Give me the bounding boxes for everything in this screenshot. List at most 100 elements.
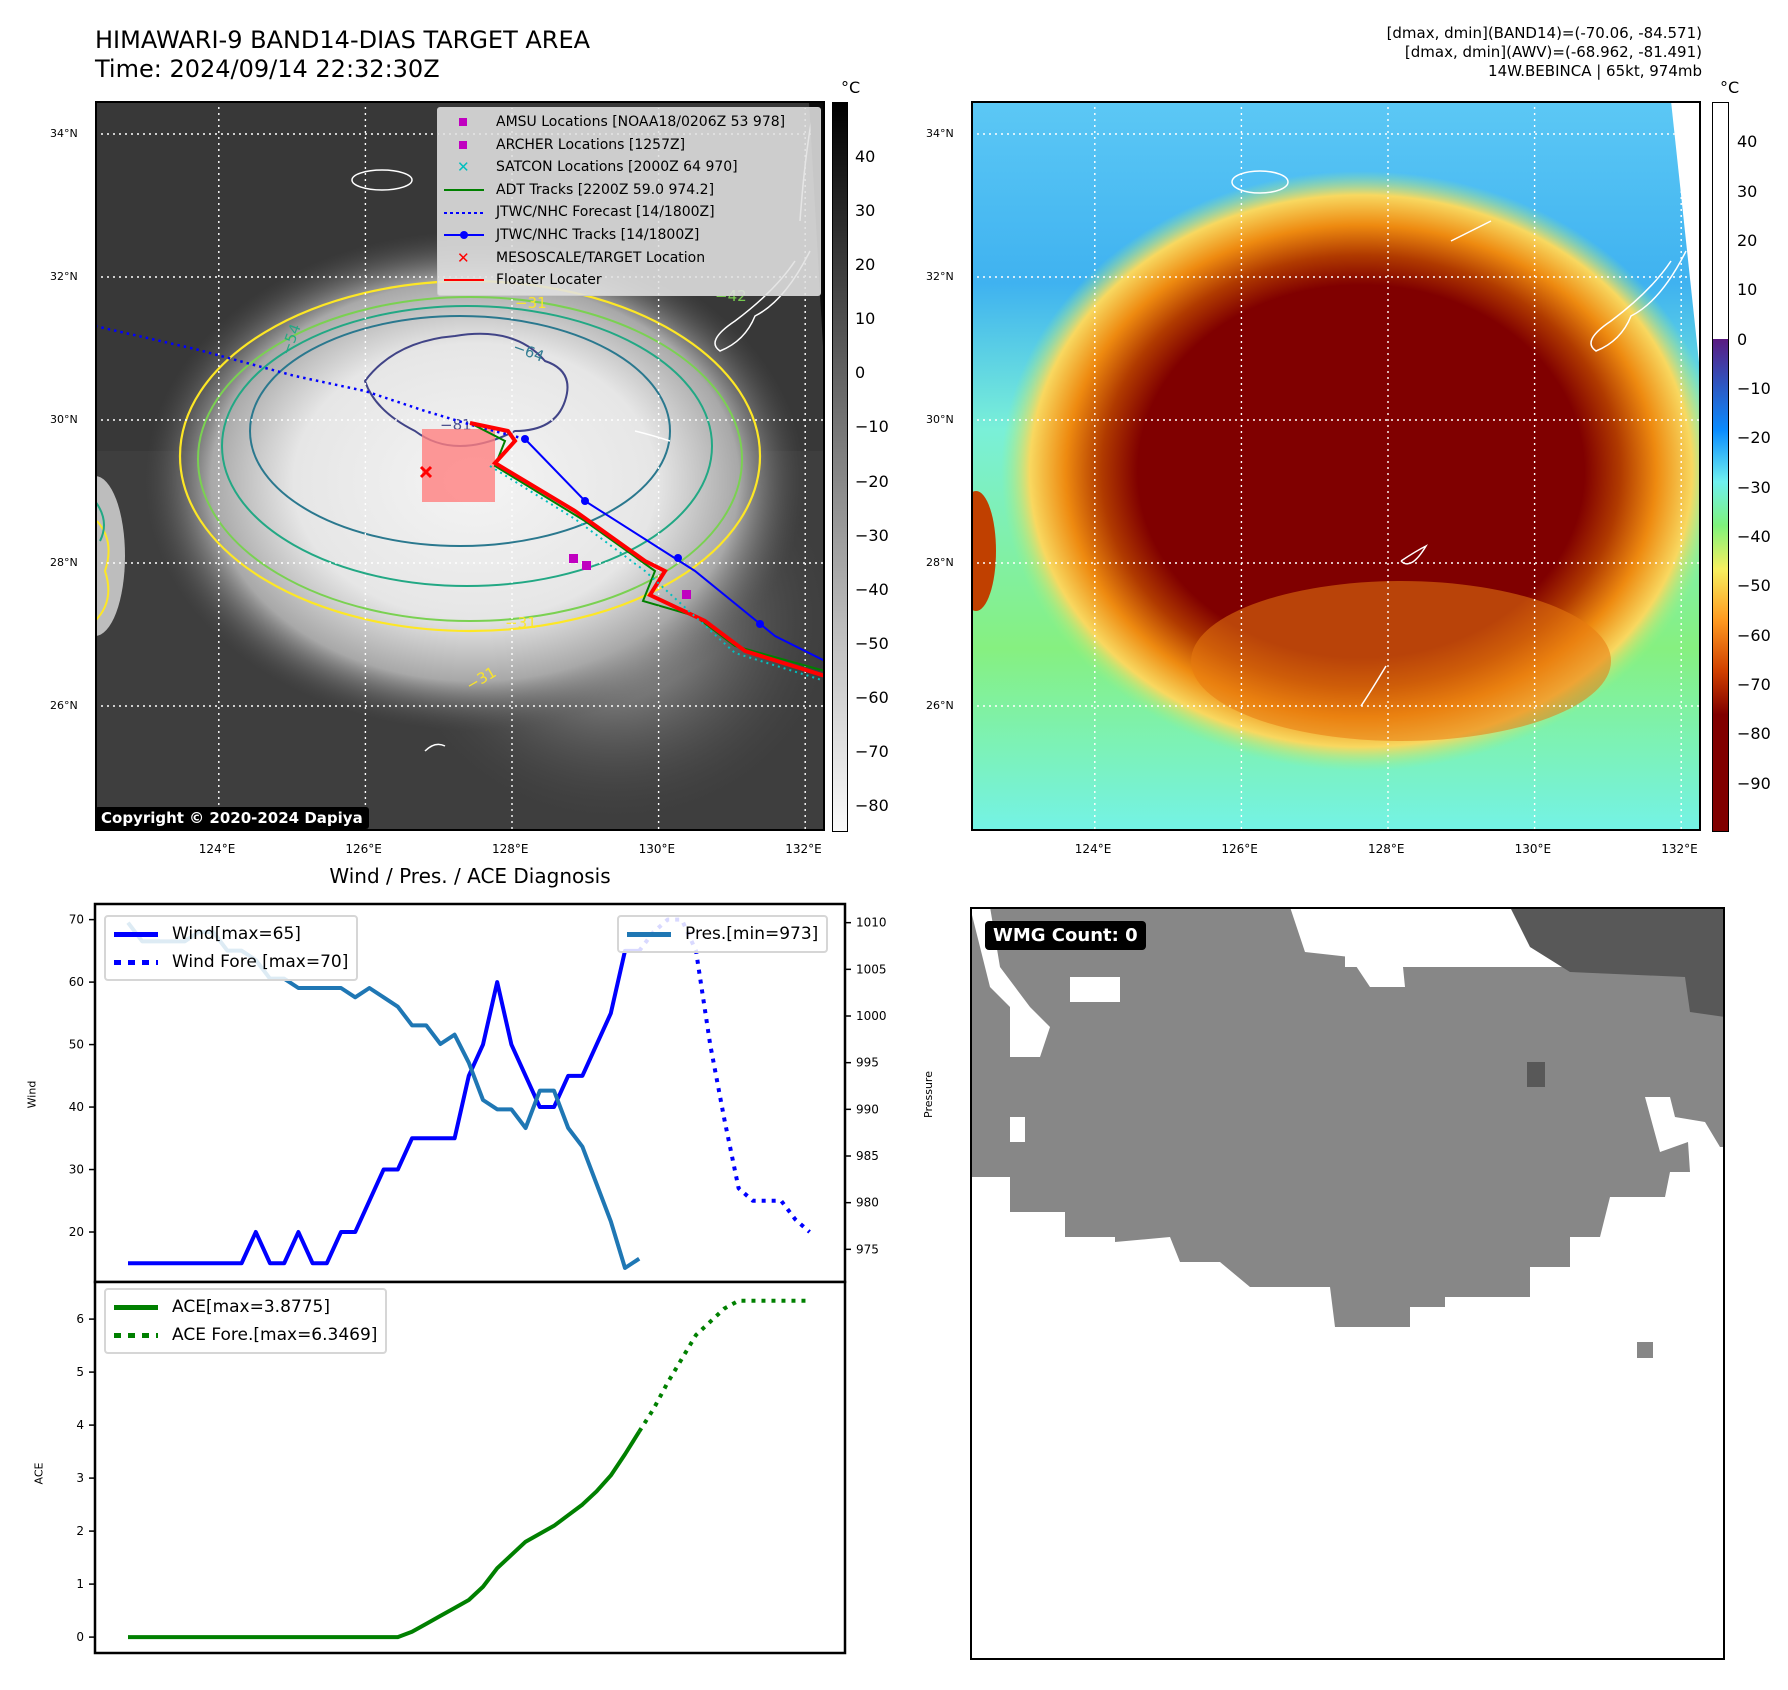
pressure-legend: Pres.[min=973] <box>617 915 829 953</box>
colorbar-unit: °C <box>1720 78 1740 97</box>
x-marker-icon: ✕ <box>457 158 470 177</box>
legend-label: JTWC/NHC Tracks [14/1800Z] <box>496 226 700 243</box>
y2-tick-label: 1000 <box>856 1009 887 1023</box>
legend-item: ✕ SATCON Locations [2000Z 64 970] <box>444 156 814 179</box>
legend-item: Floater Locater <box>444 269 814 292</box>
map-legend: AMSU Locations [NOAA18/0206Z 53 978] ARCH… <box>437 107 821 296</box>
y2-tick-label: 980 <box>856 1196 879 1210</box>
wind-legend: Wind[max=65] Wind Fore [max=70] <box>104 915 359 981</box>
wind-fore-legend-label: Wind Fore [max=70] <box>172 952 349 972</box>
ace-legend-label: ACE[max=3.8775] <box>172 1297 330 1317</box>
colorbar-tick-label: −70 <box>855 741 889 761</box>
lat-tick-label: 32°N <box>50 270 78 283</box>
colorbar-tick-label: 40 <box>855 147 876 167</box>
satcon-locations <box>489 465 825 682</box>
wind-axis-label: Wind <box>25 1080 39 1109</box>
lon-tick-label: 128°E <box>1368 842 1405 856</box>
legend-item: JTWC/NHC Forecast [14/1800Z] <box>444 201 814 224</box>
contour-label: −31 <box>515 294 547 312</box>
pressure-legend-label: Pres.[min=973] <box>685 924 819 944</box>
ace-fore-legend-label: ACE Fore.[max=6.3469] <box>172 1325 378 1345</box>
colorbar-tick-label: −60 <box>855 687 889 707</box>
contour-minus42 <box>197 296 743 622</box>
y-tick-label: 20 <box>69 1225 84 1239</box>
legend-label: ADT Tracks [2200Z 59.0 974.2] <box>496 181 715 198</box>
line-dot-marker-icon <box>444 228 484 242</box>
colorbar-tick-label: −40 <box>855 579 889 599</box>
y2-tick-label: 975 <box>856 1242 879 1256</box>
legend-label: ARCHER Locations [1257Z] <box>496 136 686 153</box>
wmg-panel <box>970 907 1725 1660</box>
title-line-1: HIMAWARI-9 BAND14-DIAS TARGET AREA <box>95 26 591 54</box>
lat-tick-label: 30°N <box>926 413 954 426</box>
pressure-axis-label: Pressure <box>921 1071 935 1118</box>
wmg-dark-region <box>1510 907 1725 1017</box>
line-marker-icon <box>444 183 484 197</box>
colorbar-tick-label: 0 <box>855 363 866 383</box>
legend-label: MESOSCALE/TARGET Location <box>496 249 706 266</box>
x-marker-icon: ✕ <box>457 248 470 267</box>
awv-range: [dmax, dmin](AWV)=(-68.962, -81.491) <box>1404 43 1702 61</box>
wmg-isolated-cell <box>1637 1342 1653 1358</box>
title-line-2: Time: 2024/09/14 22:32:30Z <box>95 55 440 83</box>
legend-item: ARCHER Locations [1257Z] <box>444 134 814 157</box>
lat-tick-label: 30°N <box>50 413 78 426</box>
contour-minus81 <box>363 332 569 447</box>
colorbar-tick-label: −80 <box>1737 724 1771 744</box>
legend-item: ADT Tracks [2200Z 59.0 974.2] <box>444 179 814 202</box>
diagnosis-title: Wind / Pres. / ACE Diagnosis <box>329 864 611 888</box>
lon-tick-label: 132°E <box>1661 842 1698 856</box>
lon-tick-label: 132°E <box>785 842 822 856</box>
colorbar-tick-label: −40 <box>1737 527 1771 547</box>
line-marker-icon <box>444 273 484 287</box>
y-tick-label: 4 <box>76 1418 84 1432</box>
wmg-gray-region <box>970 907 1725 1327</box>
colorbar-tick-label: −20 <box>855 471 889 491</box>
contour-label: −31 <box>505 614 537 632</box>
jtwc-track-points <box>521 435 764 628</box>
storm-summary: 14W.BEBINCA | 65kt, 974mb <box>1488 62 1702 80</box>
colorbar-tick-label: −50 <box>855 633 889 653</box>
lon-tick-label: 130°E <box>1514 842 1552 856</box>
lon-tick-label: 124°E <box>198 842 236 856</box>
wmg-count-badge: WMG Count: 0 <box>985 921 1146 950</box>
legend-label: SATCON Locations [2000Z 64 970] <box>496 159 738 176</box>
band14-range: [dmax, dmin](BAND14)=(-70.06, -84.571) <box>1386 24 1702 42</box>
y2-tick-label: 995 <box>856 1056 879 1070</box>
colorbar-tick-label: 30 <box>855 201 876 221</box>
legend-item: ✕ MESOSCALE/TARGET Location <box>444 247 814 270</box>
colorbar-tick-label: 40 <box>1737 132 1758 152</box>
colorbar-tick-label: −10 <box>855 417 889 437</box>
colorbar-tick-label: −20 <box>1737 428 1771 448</box>
amsu-archer-markers <box>569 554 691 599</box>
y2-tick-label: 1010 <box>856 916 887 930</box>
mesoscale-target-marker <box>419 465 433 479</box>
y2-tick-label: 985 <box>856 1149 879 1163</box>
lat-tick-label: 34°N <box>926 127 954 140</box>
lat-tick-label: 26°N <box>926 699 954 712</box>
y-tick-label: 30 <box>69 1163 84 1177</box>
lon-tick-label: 126°E <box>1221 842 1258 856</box>
colorbar-tick-label: −90 <box>1737 773 1771 793</box>
storm-info: [dmax, dmin](BAND14)=(-70.06, -84.571) [… <box>1387 24 1702 81</box>
dotted-marker-icon <box>444 206 484 220</box>
colorbar-tick-label: −80 <box>855 795 889 815</box>
lon-tick-label: 124°E <box>1074 842 1112 856</box>
colorbar-tick-label: −70 <box>1737 675 1771 695</box>
square-marker-icon <box>444 115 484 129</box>
colorbar-tick-label: 30 <box>1737 181 1758 201</box>
copyright-label: Copyright © 2020-2024 Dapiya <box>95 807 369 829</box>
lat-tick-label: 32°N <box>926 270 954 283</box>
legend-label: JTWC/NHC Forecast [14/1800Z] <box>496 204 715 221</box>
contour-minus54 <box>221 305 713 587</box>
lat-tick-label: 26°N <box>50 699 78 712</box>
graticule <box>971 101 1701 831</box>
y-tick-label: 1 <box>76 1577 84 1591</box>
y-tick-label: 6 <box>76 1312 84 1326</box>
colorbar-tick-label: 20 <box>855 255 876 275</box>
colorbar-tick-label: 10 <box>855 309 876 329</box>
legend-label: AMSU Locations [NOAA18/0206Z 53 978] <box>496 114 786 130</box>
colorbar-unit: °C <box>841 78 861 97</box>
ace-axis-label: ACE <box>32 1462 46 1485</box>
target-area-box <box>422 429 495 502</box>
